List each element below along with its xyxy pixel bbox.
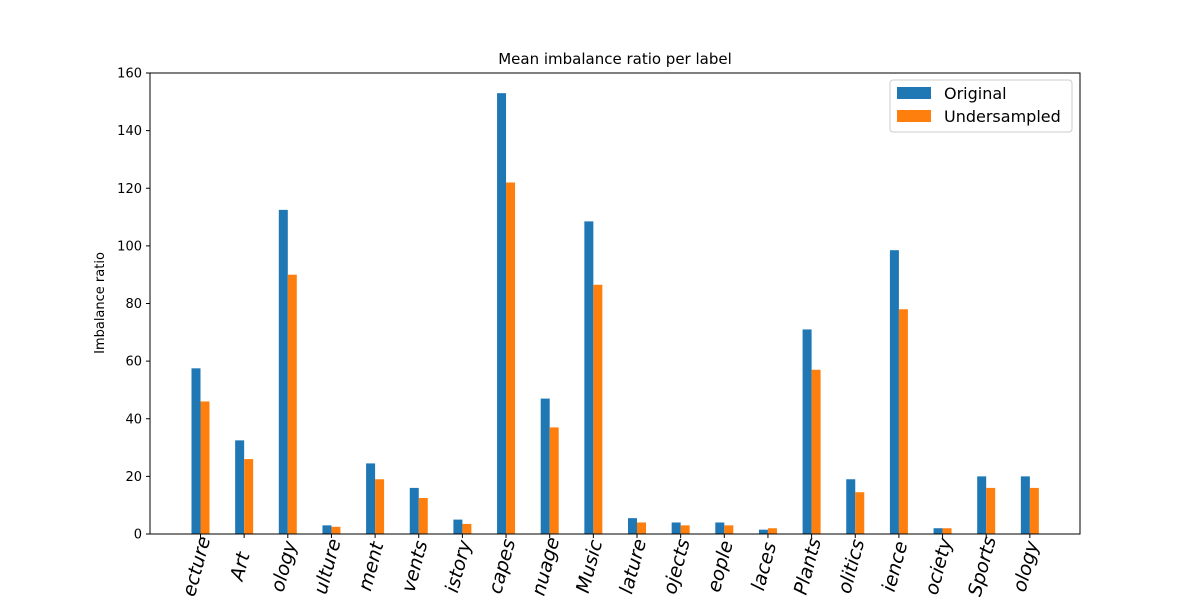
x-tick-label: Music <box>572 537 607 595</box>
bar-undersampled-10 <box>637 522 646 534</box>
bar-original-17 <box>933 528 943 534</box>
bar-original-7 <box>497 93 507 534</box>
bar-original-6 <box>453 519 463 534</box>
x-tick-label: ience <box>878 539 912 594</box>
bar-undersampled-3 <box>331 526 341 534</box>
x-axis-ticks: ecture Art ology ulture ment vents istory capes… <box>178 534 1044 599</box>
bar-undersampled-14 <box>811 369 821 534</box>
x-tick-label: lature <box>615 537 651 597</box>
legend: Original Undersampled <box>889 79 1073 133</box>
legend-box <box>889 79 1073 133</box>
bar-original-15 <box>846 479 856 534</box>
bar-original-11 <box>671 522 681 534</box>
legend-label-original: Original <box>944 84 1007 103</box>
x-tick-label: Sports <box>964 534 1001 599</box>
y-axis-ticks: 0 20 40 60 80 100 120 140 160 <box>117 67 150 543</box>
y-tick-label: 100 <box>117 239 142 254</box>
bar-undersampled-17 <box>942 528 952 534</box>
x-tick-label: capes <box>484 537 520 597</box>
y-tick-label: 60 <box>125 355 142 370</box>
legend-label-undersampled: Undersampled <box>944 107 1061 126</box>
legend-swatch-undersampled <box>897 110 931 122</box>
bar-original-1 <box>235 440 245 534</box>
x-tick-label: olitics <box>834 537 870 596</box>
bar-undersampled-1 <box>244 459 254 534</box>
bar-undersampled-11 <box>680 525 690 534</box>
bar-undersampled-16 <box>898 309 908 534</box>
y-tick-label: 40 <box>125 412 142 427</box>
bar-undersampled-6 <box>462 523 472 534</box>
x-tick-label: Plants <box>790 536 826 598</box>
x-tick-label: Art <box>226 548 255 584</box>
y-tick-label: 0 <box>134 528 142 543</box>
x-tick-label: vents <box>398 538 433 594</box>
y-tick-label: 120 <box>117 182 142 197</box>
bar-undersampled-12 <box>724 525 734 534</box>
bar-undersampled-4 <box>375 479 385 534</box>
x-tick-label: ulture <box>310 536 346 596</box>
bar-original-0 <box>191 368 201 534</box>
y-tick-label: 20 <box>125 470 142 485</box>
y-tick-label: 80 <box>125 297 142 312</box>
x-tick-label: ecture <box>178 534 215 599</box>
chart-title: Mean imbalance ratio per label <box>498 50 732 68</box>
x-tick-label: ociety <box>921 535 957 597</box>
x-tick-label: nuage <box>528 535 565 598</box>
bar-original-13 <box>758 529 768 534</box>
bar-undersampled-5 <box>418 497 428 534</box>
bar-original-16 <box>889 250 899 534</box>
bar-undersampled-15 <box>855 492 865 534</box>
y-tick-label: 160 <box>117 67 142 82</box>
bar-original-18 <box>977 476 987 534</box>
bars-layer <box>191 93 1039 535</box>
bar-undersampled-0 <box>200 401 210 534</box>
bar-undersampled-8 <box>549 427 559 534</box>
bar-original-9 <box>584 221 594 534</box>
x-tick-label: istory <box>441 537 476 595</box>
x-tick-label: ment <box>354 538 389 593</box>
bar-undersampled-19 <box>1029 487 1039 534</box>
bar-original-4 <box>366 463 376 534</box>
bar-original-14 <box>802 329 812 534</box>
y-tick-label: 140 <box>117 124 142 139</box>
bar-original-3 <box>322 525 332 534</box>
x-tick-label: ojects <box>659 536 695 596</box>
bar-undersampled-13 <box>767 528 777 534</box>
bar-undersampled-18 <box>986 487 996 534</box>
bar-undersampled-7 <box>506 182 516 535</box>
bar-original-5 <box>409 487 419 534</box>
plot-frame <box>149 72 1081 535</box>
legend-swatch-original <box>897 87 931 99</box>
bar-original-12 <box>715 522 725 534</box>
x-tick-label: ology <box>267 538 302 594</box>
bar-undersampled-2 <box>287 274 297 534</box>
bar-undersampled-9 <box>593 284 603 534</box>
bar-original-19 <box>1020 476 1030 534</box>
y-axis-label: Imbalance ratio <box>93 252 108 354</box>
bar-original-2 <box>278 209 288 534</box>
x-tick-label: laces <box>747 540 781 593</box>
bar-original-10 <box>628 518 637 534</box>
bar-original-8 <box>540 398 550 534</box>
x-tick-label: ology <box>1009 538 1044 594</box>
x-tick-label: eople <box>703 538 738 594</box>
